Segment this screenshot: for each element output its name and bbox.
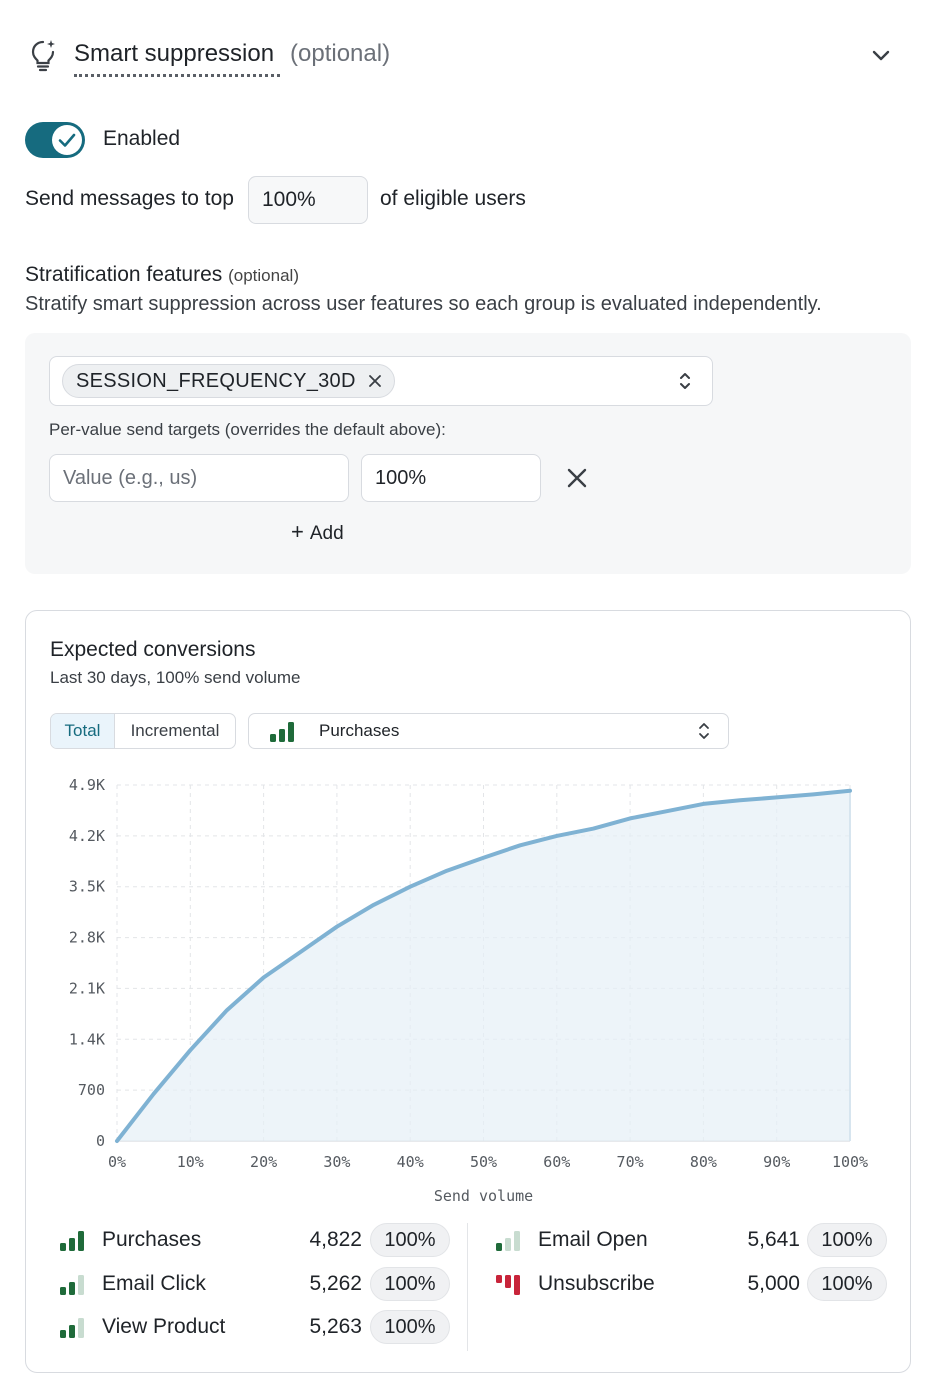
legend-name: Email Open [538,1228,648,1251]
legend-name: Email Click [102,1272,206,1295]
x-tick-label: 0% [108,1153,126,1171]
y-tick-label: 0 [96,1132,105,1150]
legend-name: View Product [102,1315,226,1338]
stratification-optional: (optional) [228,266,299,285]
send-suffix-label: of eligible users [380,187,526,210]
x-axis-label: Send volume [434,1187,533,1205]
x-tick-label: 10% [177,1153,204,1171]
y-tick-label: 700 [78,1081,105,1099]
bars-full-green-icon [270,722,294,742]
value-percent-input[interactable] [361,454,541,502]
conversions-card: Expected conversions Last 30 days, 100% … [25,610,911,1373]
legend-percent-badge: 100% [807,1223,887,1257]
bars-partial-green-icon [60,1318,84,1338]
y-tick-label: 4.9K [69,776,105,794]
bars-full-green-icon [60,1231,84,1251]
feature-chip: SESSION_FREQUENCY_30D [62,364,395,398]
add-button-label: Add [309,523,344,544]
remove-row-icon[interactable] [566,467,588,489]
bars-red-icon [496,1275,520,1295]
stratification-title: Stratification features (optional) [25,263,299,287]
bars-low-green-icon [496,1231,520,1251]
stratification-panel: SESSION_FREQUENCY_30D Per-value send tar… [25,333,911,574]
x-tick-label: 60% [543,1153,570,1171]
legend-percent-badge: 100% [370,1310,450,1344]
legend-item[interactable]: Email Open 5,641 100% [496,1223,896,1257]
add-button[interactable]: + Add [291,519,344,545]
legend-value: 5,263 [309,1315,362,1338]
legend-value: 5,000 [747,1272,800,1295]
feature-select[interactable]: SESSION_FREQUENCY_30D [49,356,713,406]
legend-item[interactable]: View Product 5,263 100% [60,1310,450,1344]
stratification-title-text: Stratification features [25,263,223,286]
per-value-label: Per-value send targets (overrides the de… [49,420,446,439]
y-tick-label: 1.4K [69,1030,105,1048]
optional-label: (optional) [290,40,391,67]
card-subtitle: Last 30 days, 100% send volume [50,668,301,687]
legend-name: Purchases [102,1228,202,1251]
close-icon[interactable] [368,374,382,388]
toggle-knob [52,125,82,155]
toggle-label: Enabled [103,127,181,150]
chevron-down-icon[interactable] [870,44,892,66]
x-tick-label: 90% [763,1153,790,1171]
x-tick-label: 100% [832,1153,868,1171]
chevron-updown-icon [699,723,709,739]
section-header: Smart suppression (optional) [26,36,896,80]
legend-value: 4,822 [309,1228,362,1251]
legend-percent-badge: 100% [807,1267,887,1301]
segment-incremental[interactable]: Incremental [130,721,220,740]
legend-value: 5,262 [309,1272,362,1295]
conversions-chart: 0 700 1.4K 2.1K 2.8K 3.5K 4.2K 4.9K 0% 10% 20% 30% 4… [69,776,868,1205]
y-tick-label: 2.8K [69,929,105,947]
enabled-toggle[interactable] [25,122,85,158]
legend-divider [467,1223,468,1351]
plus-icon: + [291,519,304,544]
segment-total[interactable]: Total [51,714,115,748]
x-tick-label: 70% [617,1153,644,1171]
legend-percent-badge: 100% [370,1223,450,1257]
lightbulb-icon [31,40,55,72]
series-area [117,790,850,1141]
x-tick-label: 50% [470,1153,497,1171]
y-tick-label: 3.5K [69,878,105,896]
y-tick-label: 4.2K [69,827,105,845]
segmented-control: Total Incremental [50,713,236,749]
send-percent-input[interactable] [248,176,368,224]
card-title: Expected conversions [50,638,256,661]
chevron-updown-icon [680,373,690,389]
y-tick-label: 2.1K [69,979,105,997]
legend-item[interactable]: Unsubscribe 5,000 100% [496,1267,896,1301]
legend-value: 5,641 [747,1228,800,1251]
series-line [115,788,852,1143]
x-tick-label: 40% [397,1153,424,1171]
title-underline [74,74,280,77]
legend-percent-badge: 100% [370,1267,450,1301]
check-icon [58,133,76,147]
x-tick-label: 20% [250,1153,277,1171]
metrics-legend: Purchases 4,822 100% Email Click 5,262 1… [26,1221,912,1351]
x-tick-label: 30% [323,1153,350,1171]
metric-select-label: Purchases [319,721,400,740]
section-title[interactable]: Smart suppression [74,40,275,67]
value-input[interactable] [49,454,349,502]
metric-select[interactable]: Purchases [248,713,729,749]
legend-item[interactable]: Email Click 5,262 100% [60,1267,450,1301]
legend-name: Unsubscribe [538,1272,655,1295]
feature-chip-label: SESSION_FREQUENCY_30D [76,370,356,392]
x-tick-label: 80% [690,1153,717,1171]
legend-item[interactable]: Purchases 4,822 100% [60,1223,450,1257]
bars-partial-green-icon [60,1275,84,1295]
stratification-description: Stratify smart suppression across user f… [25,293,822,315]
send-prefix-label: Send messages to top [25,187,234,210]
